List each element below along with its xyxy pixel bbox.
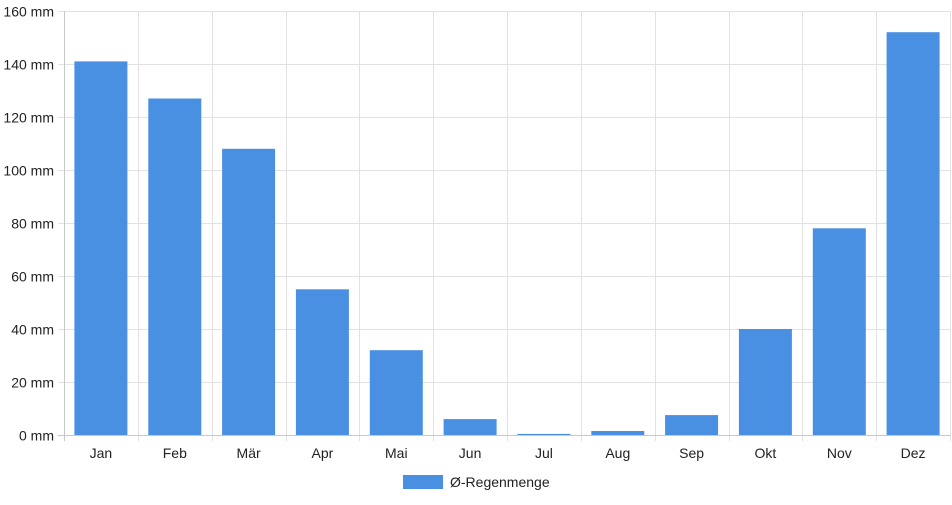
axes: 0 mm 20 mm 40 mm 60 mm 80 mm 100 mm 120 mm 140 …	[3, 4, 950, 461]
bar-jul[interactable]	[517, 433, 571, 435]
bar-aug[interactable]	[591, 431, 645, 435]
y-tick-label: 60 mm	[11, 269, 54, 285]
bar-dez[interactable]	[886, 32, 940, 435]
y-tick-label: 80 mm	[11, 216, 54, 232]
y-tick-label: 100 mm	[3, 163, 54, 179]
x-tick-label: Mai	[385, 445, 408, 461]
y-tick-label: 140 mm	[3, 57, 54, 73]
y-tick-label: 40 mm	[11, 322, 54, 338]
bar-apr[interactable]	[295, 289, 349, 436]
bar-okt[interactable]	[738, 329, 792, 435]
x-tick-label: Mär	[237, 445, 261, 461]
bar-series	[74, 32, 940, 436]
x-tick-label: Okt	[755, 445, 777, 461]
x-tick-label: Nov	[827, 445, 852, 461]
y-tick-label: 20 mm	[11, 375, 54, 391]
x-tick-label: Apr	[312, 445, 334, 461]
bar-jan[interactable]	[74, 61, 128, 436]
x-tick-label: Aug	[605, 445, 630, 461]
bar-feb[interactable]	[148, 98, 202, 436]
legend[interactable]: Ø-Regenmenge	[403, 474, 550, 490]
y-tick-label: 0 mm	[19, 428, 54, 444]
bar-mär[interactable]	[222, 148, 276, 436]
x-tick-label: Dez	[901, 445, 926, 461]
legend-label[interactable]: Ø-Regenmenge	[450, 474, 550, 490]
bar-jun[interactable]	[443, 419, 497, 435]
bar-sep[interactable]	[665, 415, 719, 435]
x-tick-label: Feb	[163, 445, 187, 461]
y-tick-label: 160 mm	[3, 4, 54, 20]
legend-swatch[interactable]	[403, 475, 443, 489]
x-tick-label: Jan	[90, 445, 113, 461]
grid-lines	[58, 11, 951, 441]
y-tick-label: 120 mm	[3, 110, 54, 126]
x-tick-label: Sep	[679, 445, 704, 461]
x-tick-label: Jun	[459, 445, 482, 461]
bar-nov[interactable]	[812, 228, 866, 435]
bar-mai[interactable]	[369, 350, 423, 435]
x-tick-label: Jul	[535, 445, 553, 461]
